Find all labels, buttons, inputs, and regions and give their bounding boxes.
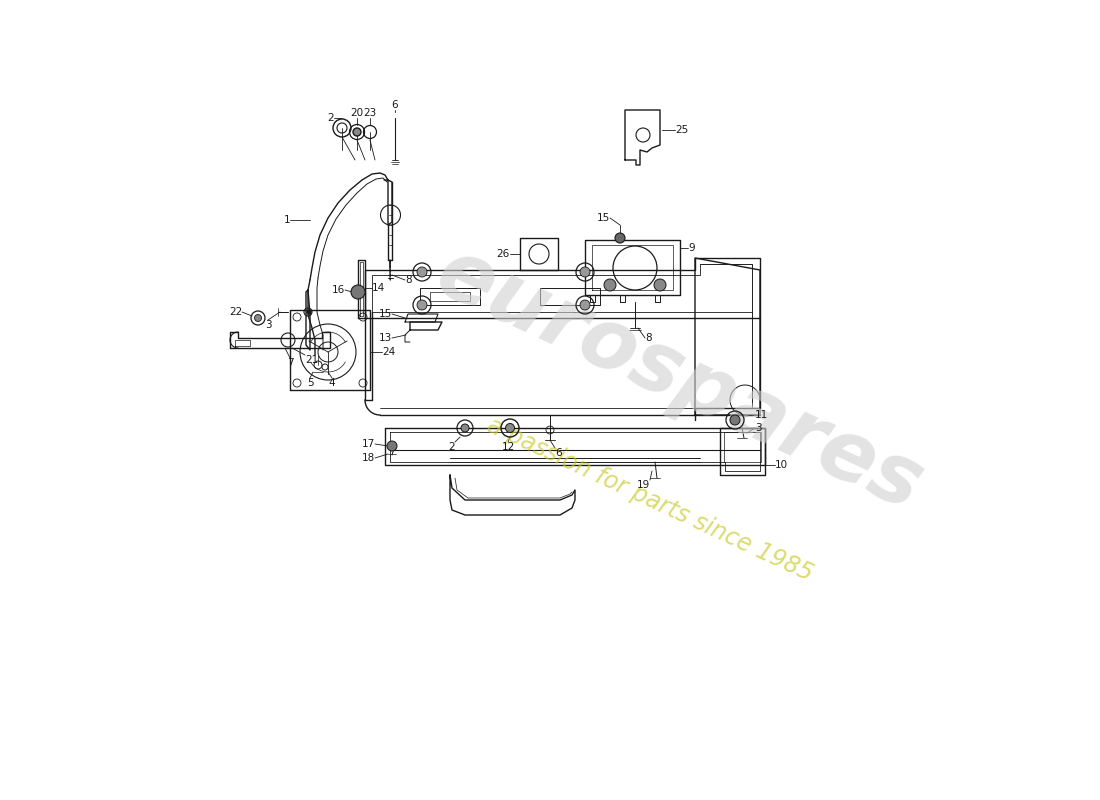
Text: 24: 24 xyxy=(382,347,395,357)
Text: 4: 4 xyxy=(329,378,336,388)
Circle shape xyxy=(254,314,262,322)
Circle shape xyxy=(654,279,666,291)
Text: 21: 21 xyxy=(305,355,318,365)
Text: 11: 11 xyxy=(755,410,768,420)
Circle shape xyxy=(580,267,590,277)
Text: 12: 12 xyxy=(502,442,515,452)
Circle shape xyxy=(353,128,361,136)
Text: 15: 15 xyxy=(378,309,392,319)
Text: 16: 16 xyxy=(332,285,345,295)
Text: 9: 9 xyxy=(688,243,694,253)
Text: 25: 25 xyxy=(675,125,689,135)
Text: 13: 13 xyxy=(378,333,392,343)
Text: 18: 18 xyxy=(362,453,375,463)
Text: 17: 17 xyxy=(362,439,375,449)
Text: 23: 23 xyxy=(363,108,376,118)
Circle shape xyxy=(580,300,590,310)
Text: 8: 8 xyxy=(405,275,411,285)
Text: 5: 5 xyxy=(307,378,314,388)
Text: 20: 20 xyxy=(351,108,364,118)
Text: 6: 6 xyxy=(392,100,398,110)
Text: 19: 19 xyxy=(637,480,650,490)
Circle shape xyxy=(506,423,515,433)
Text: 1: 1 xyxy=(284,215,290,225)
Circle shape xyxy=(351,285,365,299)
Text: 10: 10 xyxy=(776,460,788,470)
Circle shape xyxy=(604,279,616,291)
Text: 15: 15 xyxy=(596,213,611,223)
Text: 22: 22 xyxy=(229,307,242,317)
Text: 3: 3 xyxy=(755,423,761,433)
Circle shape xyxy=(417,300,427,310)
Text: 2: 2 xyxy=(328,113,334,123)
Circle shape xyxy=(307,310,311,314)
Text: 3: 3 xyxy=(265,320,272,330)
Text: eurospares: eurospares xyxy=(425,232,936,528)
Circle shape xyxy=(615,233,625,243)
Circle shape xyxy=(730,415,740,425)
Circle shape xyxy=(387,441,397,451)
Circle shape xyxy=(417,267,427,277)
Text: a passion for parts since 1985: a passion for parts since 1985 xyxy=(483,414,817,586)
Text: 14: 14 xyxy=(372,283,385,293)
Text: 8: 8 xyxy=(645,333,651,343)
Circle shape xyxy=(461,424,469,432)
Text: 6: 6 xyxy=(556,448,562,458)
Text: 7: 7 xyxy=(287,358,294,368)
Text: 26: 26 xyxy=(497,249,510,259)
Text: 2: 2 xyxy=(449,442,455,452)
